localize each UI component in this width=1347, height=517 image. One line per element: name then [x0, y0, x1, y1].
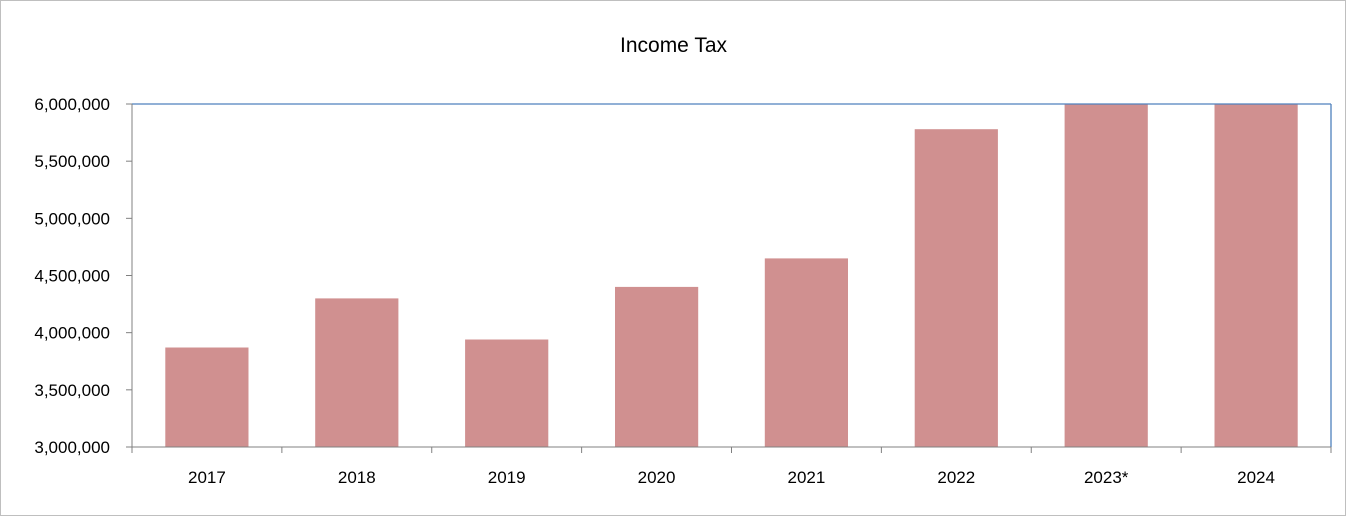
x-tick-label-2021: 2021 [788, 468, 826, 487]
bar-2022 [914, 129, 998, 447]
y-tick-label: 5,500,000 [34, 152, 110, 171]
bars-group [165, 104, 1298, 447]
x-tick-label-2023*: 2023* [1084, 468, 1129, 487]
y-tick-label: 3,500,000 [34, 381, 110, 400]
y-tick-label: 4,000,000 [34, 324, 110, 343]
bar-2020 [615, 286, 699, 447]
x-tick-label-2018: 2018 [338, 468, 376, 487]
chart-title: Income Tax [620, 34, 727, 57]
y-tick-label: 3,000,000 [34, 438, 110, 457]
x-tick-labels: 2017 2018 2019 2020 2021 2022 2023* 2024 [188, 468, 1275, 487]
bar-2019 [465, 339, 549, 447]
axes-group [126, 103, 1332, 453]
y-tick-label: 5,000,000 [34, 209, 110, 228]
y-tick-label: 6,000,000 [34, 95, 110, 114]
bar-2024 [1214, 104, 1298, 447]
bar-2021 [764, 258, 848, 447]
bar-2017 [165, 347, 249, 447]
x-tick-label-2017: 2017 [188, 468, 226, 487]
bar-2018 [315, 298, 399, 447]
x-tick-label-2019: 2019 [488, 468, 526, 487]
y-tick-labels: 3,000,000 3,500,000 4,000,000 4,500,000 5,00… [34, 95, 110, 457]
bar-2023* [1064, 104, 1148, 447]
y-tick-label: 4,500,000 [34, 267, 110, 286]
x-tick-label-2024: 2024 [1237, 468, 1275, 487]
x-tick-label-2020: 2020 [638, 468, 676, 487]
x-tick-label-2022: 2022 [937, 468, 975, 487]
